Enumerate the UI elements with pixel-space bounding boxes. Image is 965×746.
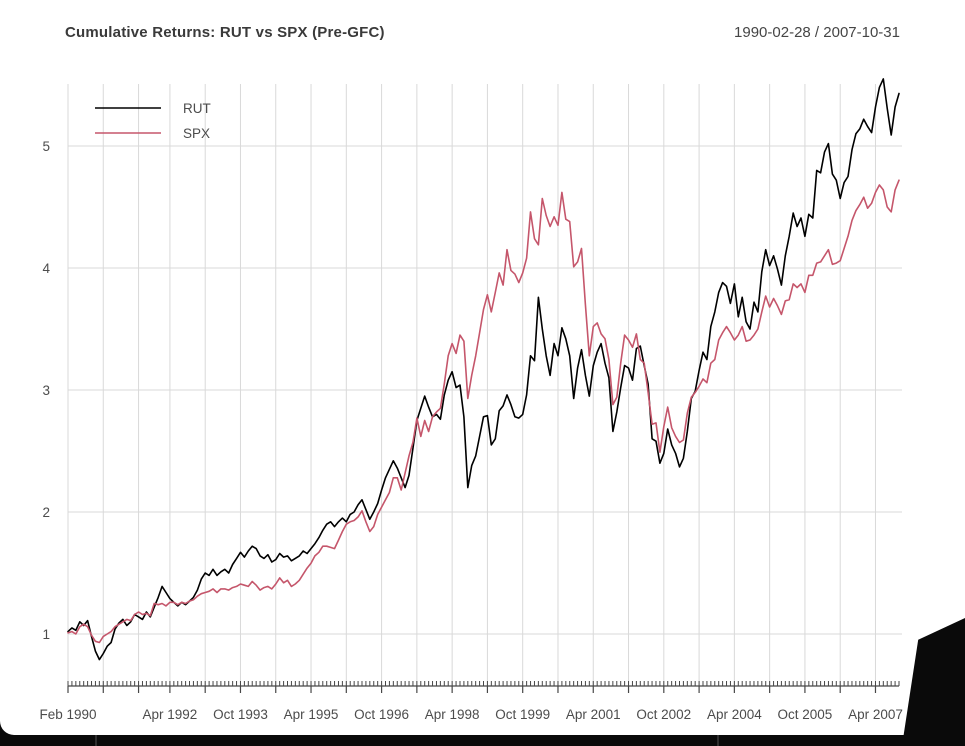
chart-title: Cumulative Returns: RUT vs SPX (Pre-GFC) (65, 24, 385, 41)
x-axis-tick-label: Oct 2005 (778, 707, 833, 722)
x-axis-tick-label: Oct 1993 (213, 707, 268, 722)
y-axis-tick-label: 1 (42, 627, 50, 642)
legend-label-rut: RUT (183, 101, 211, 116)
bottom-bar-seam (717, 735, 719, 746)
x-axis-tick-label: Apr 2007 (848, 707, 903, 722)
bottom-bar-seam (95, 735, 97, 746)
spx-series-line (67, 179, 900, 644)
y-axis-tick-label: 4 (42, 261, 50, 276)
x-axis-tick-label: Apr 2004 (707, 707, 762, 722)
x-axis-tick-label: Oct 1999 (495, 707, 550, 722)
x-axis-tick-label: Apr 1998 (425, 707, 480, 722)
y-axis-tick-label: 5 (42, 139, 50, 154)
x-axis-tick-label: Apr 2001 (566, 707, 621, 722)
x-axis-tick-label: Feb 1990 (39, 707, 96, 722)
y-axis-tick-label: 3 (42, 383, 50, 398)
x-axis-tick-label: Apr 1995 (284, 707, 339, 722)
y-axis-tick-label: 2 (42, 505, 50, 520)
rut-series-line (67, 78, 900, 661)
x-axis-tick-label: Oct 1996 (354, 707, 409, 722)
x-axis-tick-label: Oct 2002 (636, 707, 691, 722)
legend-label-spx: SPX (183, 126, 210, 141)
chart-date-range: 1990-02-28 / 2007-10-31 (734, 24, 900, 41)
x-axis-tick-label: Apr 1992 (143, 707, 198, 722)
